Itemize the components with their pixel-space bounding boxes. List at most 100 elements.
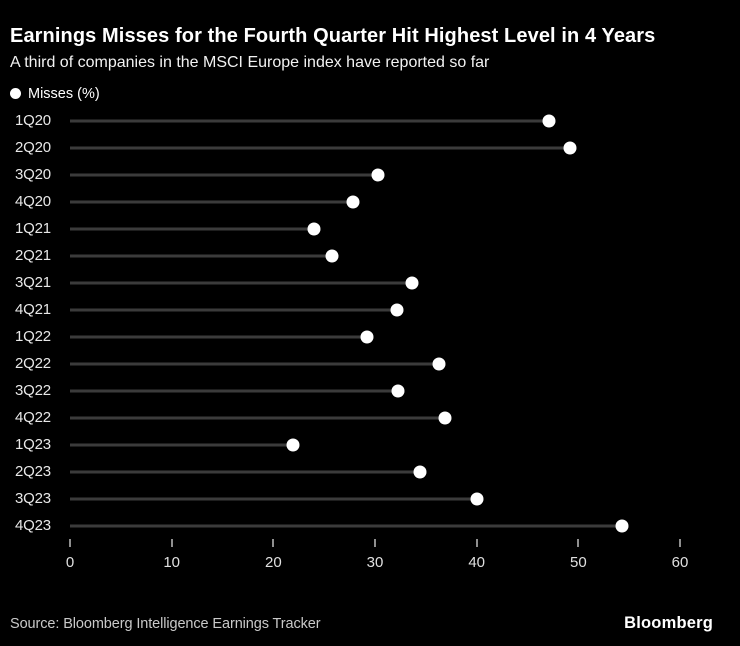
legend-dot-icon xyxy=(10,88,21,99)
category-label: 1Q23 xyxy=(15,436,51,453)
row-plot-area xyxy=(70,404,680,431)
lollipop-row: 4Q20 xyxy=(0,188,740,215)
row-plot-area xyxy=(70,215,680,242)
stem-line xyxy=(70,362,440,365)
axis-tick-mark xyxy=(475,539,478,547)
row-plot-area xyxy=(70,323,680,350)
axis-tick-label: 30 xyxy=(366,554,384,571)
stem-line xyxy=(70,200,353,203)
footer: Source: Bloomberg Intelligence Earnings … xyxy=(10,614,713,633)
stem-line xyxy=(70,308,398,311)
axis-tick-label: 10 xyxy=(163,554,180,571)
axis-tick-label: 20 xyxy=(264,554,282,571)
row-plot-area xyxy=(70,431,680,458)
category-label: 2Q23 xyxy=(15,463,51,480)
category-label: 3Q21 xyxy=(15,274,51,291)
category-label: 1Q21 xyxy=(15,220,51,237)
value-dot xyxy=(325,249,339,262)
stem-line xyxy=(70,146,571,149)
category-label: 4Q20 xyxy=(15,193,51,210)
axis-tick-mark xyxy=(272,539,275,547)
lollipop-row: 3Q23 xyxy=(0,485,740,512)
lollipop-row: 2Q21 xyxy=(0,242,740,269)
stem-line xyxy=(70,389,399,392)
value-dot xyxy=(542,114,556,127)
stem-line xyxy=(70,416,446,419)
lollipop-row: 4Q22 xyxy=(0,404,740,431)
stem-line xyxy=(70,254,333,257)
lollipop-row: 1Q23 xyxy=(0,431,740,458)
value-dot xyxy=(286,438,300,451)
category-label: 3Q22 xyxy=(15,382,51,399)
row-plot-area xyxy=(70,350,680,377)
row-plot-area xyxy=(70,188,680,215)
category-label: 2Q22 xyxy=(15,355,51,372)
lollipop-row: 3Q20 xyxy=(0,161,740,188)
stem-line xyxy=(70,281,412,284)
stem-line xyxy=(70,227,314,230)
row-plot-area xyxy=(70,296,680,323)
value-dot xyxy=(432,357,446,370)
x-axis: 0 10 20 30 40 50 60 xyxy=(66,539,688,585)
axis-tick-label: 60 xyxy=(671,554,689,571)
lollipop-row: 2Q22 xyxy=(0,350,740,377)
row-plot-area xyxy=(70,161,680,188)
value-dot xyxy=(360,330,374,343)
legend: Misses (%) xyxy=(10,85,740,102)
chart-subtitle: A third of companies in the MSCI Europe … xyxy=(10,54,490,71)
row-plot-area xyxy=(70,134,680,161)
stem-line xyxy=(70,497,477,500)
axis-tick-label: 50 xyxy=(569,554,587,571)
category-label: 3Q20 xyxy=(15,166,51,183)
lollipop-row: 1Q22 xyxy=(0,323,740,350)
row-plot-area xyxy=(70,107,680,134)
category-label: 3Q23 xyxy=(15,490,51,507)
value-dot xyxy=(413,465,427,478)
row-plot-area xyxy=(70,512,680,539)
axis-tick-label: 40 xyxy=(468,554,485,571)
value-dot xyxy=(346,195,360,208)
lollipop-row: 2Q20 xyxy=(0,134,740,161)
value-dot xyxy=(405,276,419,289)
row-plot-area xyxy=(70,269,680,296)
value-dot xyxy=(563,141,577,154)
value-dot xyxy=(371,168,385,181)
stem-line xyxy=(70,524,623,527)
category-label: 2Q20 xyxy=(15,139,51,156)
axis-tick-label: 0 xyxy=(65,554,75,571)
lollipop-row: 4Q21 xyxy=(0,296,740,323)
value-dot xyxy=(438,411,452,424)
bloomberg-logo: Bloomberg xyxy=(624,614,713,632)
lollipop-row: 1Q21 xyxy=(0,215,740,242)
axis-tick-mark xyxy=(170,539,173,547)
row-plot-area xyxy=(70,458,680,485)
value-dot xyxy=(391,384,405,397)
axis-tick-mark xyxy=(374,539,376,547)
lollipop-row: 3Q21 xyxy=(0,269,740,296)
axis-tick-mark xyxy=(679,539,681,547)
category-label: 1Q20 xyxy=(15,112,51,129)
category-label: 4Q23 xyxy=(15,517,51,534)
source-text: Source: Bloomberg Intelligence Earnings … xyxy=(10,615,321,632)
lollipop-chart: 1Q20 2Q20 3Q20 4Q20 1Q21 2Q21 3Q21 4Q21 1Q22 2Q22… xyxy=(0,107,740,539)
value-dot xyxy=(390,303,404,316)
value-dot xyxy=(615,519,629,532)
axis-tick-mark xyxy=(577,539,580,547)
chart-title: Earnings Misses for the Fourth Quarter H… xyxy=(10,25,656,47)
legend-label: Misses (%) xyxy=(28,85,100,102)
category-label: 2Q21 xyxy=(15,247,51,264)
stem-line xyxy=(70,173,379,176)
lollipop-row: 3Q22 xyxy=(0,377,740,404)
value-dot xyxy=(470,492,484,505)
row-plot-area xyxy=(70,242,680,269)
lollipop-row: 4Q23 xyxy=(0,512,740,539)
category-label: 4Q22 xyxy=(15,409,51,426)
category-label: 1Q22 xyxy=(15,328,51,345)
lollipop-row: 2Q23 xyxy=(0,458,740,485)
lollipop-row: 1Q20 xyxy=(0,107,740,134)
stem-line xyxy=(70,470,420,473)
category-label: 4Q21 xyxy=(15,301,51,318)
stem-line xyxy=(70,443,293,446)
axis-tick-mark xyxy=(69,539,71,547)
